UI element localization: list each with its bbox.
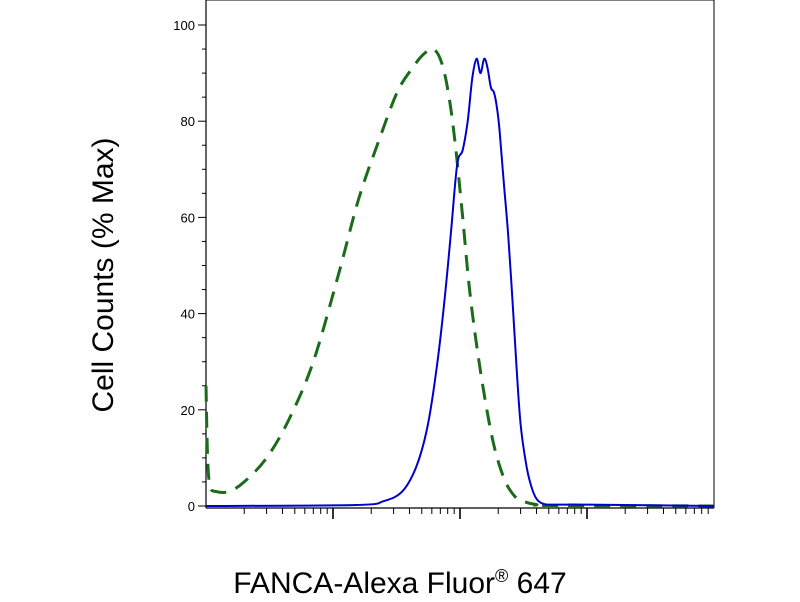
registered-mark: ® xyxy=(495,566,509,586)
y-tick-labels: 0 20 40 60 80 100 xyxy=(173,18,195,514)
x-axis-title-suffix: 647 xyxy=(508,567,567,600)
series-layer xyxy=(204,47,715,508)
y-tick-label: 100 xyxy=(173,18,195,33)
y-tick-label: 0 xyxy=(188,499,195,514)
x-axis-title-text: FANCA-Alexa Fluor xyxy=(233,567,496,600)
x-axis-title: FANCA-Alexa Fluor® 647 xyxy=(0,558,800,602)
series-line-dashed xyxy=(204,47,715,508)
y-tick-label: 40 xyxy=(181,307,195,322)
y-axis-title: Cell Counts (% Max) xyxy=(87,137,120,412)
y-tick-label: 80 xyxy=(181,114,195,129)
y-tick-label: 20 xyxy=(181,403,195,418)
y-tick-label: 60 xyxy=(181,210,195,225)
axes xyxy=(198,0,715,519)
series-line-solid xyxy=(205,57,715,507)
